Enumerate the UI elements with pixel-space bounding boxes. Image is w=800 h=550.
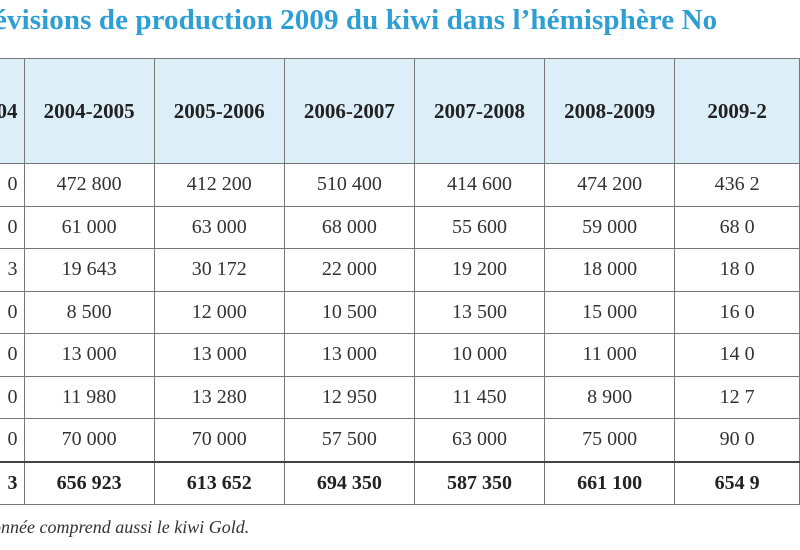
table-cell: 63 000 — [153, 205, 285, 249]
header-cell: 2006-2007 — [283, 58, 415, 164]
table-cell: 75 000 — [544, 418, 676, 462]
table-cell: 8 500 — [23, 290, 155, 334]
table-cell: 61 000 — [23, 205, 155, 249]
footnote: onnée comprend aussi le kiwi Gold. — [0, 517, 250, 537]
table-cell: 70 000 — [23, 418, 155, 462]
header-cell: 04 — [0, 58, 25, 164]
table-cell: 0 — [0, 333, 25, 377]
table-cell: 11 980 — [23, 375, 155, 419]
total-cell: 694 350 — [283, 460, 415, 505]
header-cell: 2009-2 — [674, 58, 800, 164]
table-cell: 474 200 — [544, 163, 676, 207]
table-cell: 68 0 — [674, 205, 800, 249]
table-cell: 68 000 — [283, 205, 415, 249]
header-cell: 2005-2006 — [153, 58, 285, 164]
table-cell: 63 000 — [413, 418, 546, 462]
table-cell: 13 500 — [413, 290, 546, 334]
table-cell: 0 — [0, 290, 25, 334]
table-cell: 18 000 — [544, 248, 676, 292]
header-cell: 2008-2009 — [544, 58, 676, 164]
table-cell: 57 500 — [283, 418, 415, 462]
table-cell: 10 000 — [413, 333, 546, 377]
total-cell: 656 923 — [23, 460, 155, 505]
table-cell: 0 — [0, 418, 25, 462]
table-cell: 14 0 — [674, 333, 800, 377]
table-cell: 12 7 — [674, 375, 800, 419]
table-cell: 18 0 — [674, 248, 800, 292]
table-row: 0 472 800 412 200 510 400 414 600 474 20… — [0, 163, 800, 207]
table-cell: 11 450 — [413, 375, 546, 419]
header-cell: 2007-2008 — [413, 58, 546, 164]
table-cell: 8 900 — [544, 375, 676, 419]
table-cell: 10 500 — [283, 290, 415, 334]
table-cell: 19 200 — [413, 248, 546, 292]
total-cell: 654 9 — [674, 460, 800, 505]
table-cell: 13 280 — [153, 375, 285, 419]
table-cell: 13 000 — [283, 333, 415, 377]
table-cell: 15 000 — [544, 290, 676, 334]
table-cell: 0 — [0, 205, 25, 249]
table-cell: 3 — [0, 248, 25, 292]
table-cell: 11 000 — [544, 333, 676, 377]
table-row: 0 70 000 70 000 57 500 63 000 75 000 90 … — [0, 418, 800, 462]
header-cell: 2004-2005 — [23, 58, 155, 164]
table-cell: 472 800 — [23, 163, 155, 207]
total-cell: 587 350 — [413, 460, 546, 505]
total-cell: 613 652 — [153, 460, 285, 505]
table-cell: 70 000 — [153, 418, 285, 462]
table-cell: 30 172 — [153, 248, 285, 292]
header-row: 04 2004-2005 2005-2006 2006-2007 2007-20… — [0, 58, 800, 164]
production-table: 04 2004-2005 2005-2006 2006-2007 2007-20… — [0, 58, 800, 505]
table-cell: 436 2 — [674, 163, 800, 207]
table-cell: 16 0 — [674, 290, 800, 334]
table-cell: 414 600 — [413, 163, 546, 207]
table-row: 0 8 500 12 000 10 500 13 500 15 000 16 0 — [0, 290, 800, 334]
table-cell: 59 000 — [544, 205, 676, 249]
table-cell: 13 000 — [23, 333, 155, 377]
total-row: 3 656 923 613 652 694 350 587 350 661 10… — [0, 460, 800, 505]
total-cell: 661 100 — [544, 460, 676, 505]
table-cell: 12 950 — [283, 375, 415, 419]
total-cell: 3 — [0, 460, 25, 505]
table-cell: 13 000 — [153, 333, 285, 377]
table-cell: 412 200 — [153, 163, 285, 207]
table-cell: 19 643 — [23, 248, 155, 292]
table-cell: 510 400 — [283, 163, 415, 207]
table-cell: 12 000 — [153, 290, 285, 334]
table-row: 0 61 000 63 000 68 000 55 600 59 000 68 … — [0, 205, 800, 249]
production-table-wrap: 04 2004-2005 2005-2006 2006-2007 2007-20… — [0, 58, 800, 505]
table-title: évisions de production 2009 du kiwi dans… — [0, 4, 718, 36]
table-cell: 0 — [0, 163, 25, 207]
table-cell: 90 0 — [674, 418, 800, 462]
table-row: 0 11 980 13 280 12 950 11 450 8 900 12 7 — [0, 375, 800, 419]
table-cell: 0 — [0, 375, 25, 419]
table-cell: 55 600 — [413, 205, 546, 249]
table-row: 0 13 000 13 000 13 000 10 000 11 000 14 … — [0, 333, 800, 377]
table-row: 3 19 643 30 172 22 000 19 200 18 000 18 … — [0, 248, 800, 292]
table-cell: 22 000 — [283, 248, 415, 292]
